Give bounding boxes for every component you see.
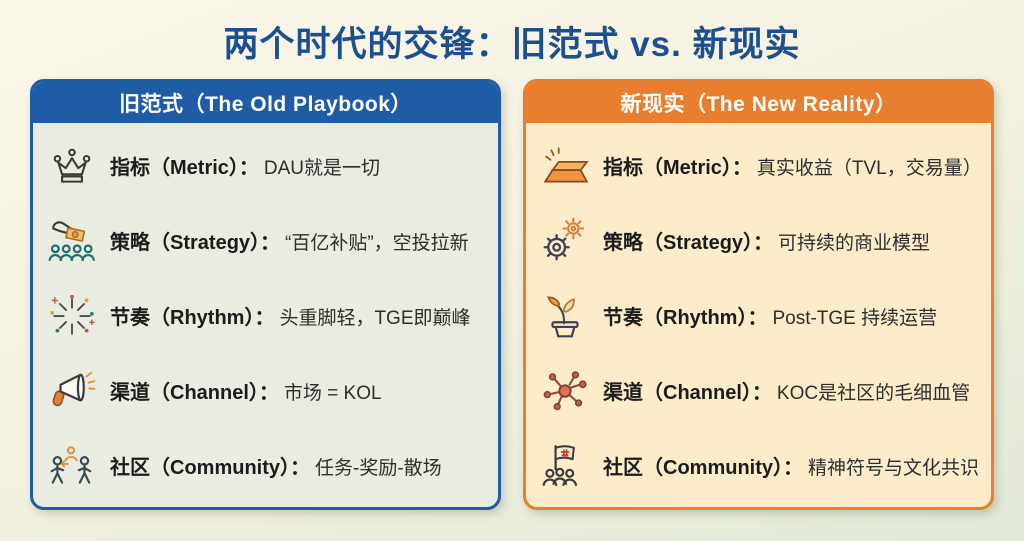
gold-bar-icon [540, 141, 590, 191]
row-label: 策略（Strategy）： [110, 232, 281, 254]
table-row: 社区（Community）： 任务-奖励-散场 [47, 428, 484, 503]
row-label: 策略（Strategy）： [603, 232, 774, 254]
row-label: 节奏（Rhythm）： [603, 307, 768, 329]
row-value: Post-TGE 持续运营 [772, 308, 938, 329]
network-hub-icon [540, 366, 590, 416]
old-playbook-header: 旧范式（The Old Playbook） [33, 82, 498, 123]
table-row: 社区（Community）： 精神符号与文化共识 [540, 428, 979, 503]
crown-icon [47, 141, 97, 191]
table-row: 指标（Metric）： DAU就是一切 [47, 128, 484, 203]
row-text: 指标（Metric）： DAU就是一切 [110, 151, 380, 180]
comparison-columns: 旧范式（The Old Playbook） 指标（Metric）： DAU就是一切 [0, 67, 1024, 510]
row-label: 渠道（Channel）： [110, 382, 279, 404]
row-value: 真实收益（TVL，交易量） [756, 158, 982, 179]
flag-crowd-icon [540, 441, 590, 491]
row-value: 精神符号与文化共识 [808, 458, 980, 479]
table-row: 节奏（Rhythm）： Post-TGE 持续运营 [540, 278, 977, 353]
row-value: 任务-奖励-散场 [315, 458, 442, 479]
sprout-pot-icon [540, 291, 590, 341]
row-value: 头重脚轻，TGE即巅峰 [279, 308, 471, 329]
row-text: 渠道（Channel）： 市场 = KOL [110, 376, 382, 405]
row-value: KOC是社区的毛细血管 [776, 383, 971, 404]
row-label: 社区（Community）： [110, 457, 310, 479]
table-row: 策略（Strategy）： “百亿补贴”，空投拉新 [47, 203, 484, 278]
row-value: 可持续的商业模型 [778, 233, 931, 254]
table-row: 渠道（Channel）： 市场 = KOL [47, 353, 484, 428]
fireworks-icon [47, 291, 97, 341]
table-row: 策略（Strategy）： 可持续的商业模型 [540, 203, 977, 278]
row-label: 指标（Metric）： [110, 157, 259, 179]
page-title: 两个时代的交锋：旧范式 vs. 新现实 [223, 25, 801, 64]
row-text: 节奏（Rhythm）： 头重脚轻，TGE即巅峰 [110, 301, 471, 330]
old-playbook-panel: 旧范式（The Old Playbook） 指标（Metric）： DAU就是一切 [30, 79, 501, 510]
row-text: 指标（Metric）： 真实收益（TVL，交易量） [603, 151, 982, 180]
subsidy-hand-money-crowd-icon [47, 216, 97, 266]
people-leaving-icon [47, 441, 97, 491]
row-label: 指标（Metric）： [603, 157, 752, 179]
row-value: 市场 = KOL [283, 383, 382, 404]
row-label: 节奏（Rhythm）： [110, 307, 275, 329]
row-value: “百亿补贴”，空投拉新 [285, 233, 469, 254]
row-text: 策略（Strategy）： 可持续的商业模型 [603, 226, 930, 255]
row-text: 节奏（Rhythm）： Post-TGE 持续运营 [603, 301, 937, 330]
row-label: 渠道（Channel）： [603, 382, 772, 404]
table-row: 节奏（Rhythm）： 头重脚轻，TGE即巅峰 [47, 278, 484, 353]
row-text: 策略（Strategy）： “百亿补贴”，空投拉新 [110, 226, 469, 255]
table-row: 指标（Metric）： 真实收益（TVL，交易量） [540, 128, 982, 203]
row-value: DAU就是一切 [263, 158, 381, 179]
row-text: 渠道（Channel）： KOC是社区的毛细血管 [603, 376, 970, 405]
new-reality-panel: 新现实（The New Reality） 指标（Metric）： 真实收益（TVL… [523, 79, 994, 510]
row-label: 社区（Community）： [603, 457, 803, 479]
table-row: 渠道（Channel）： KOC是社区的毛细血管 [540, 353, 977, 428]
new-reality-header: 新现实（The New Reality） [526, 82, 991, 123]
megaphone-icon [47, 366, 97, 416]
row-text: 社区（Community）： 精神符号与文化共识 [603, 451, 979, 480]
gears-icon [540, 216, 590, 266]
row-text: 社区（Community）： 任务-奖励-散场 [110, 451, 442, 480]
